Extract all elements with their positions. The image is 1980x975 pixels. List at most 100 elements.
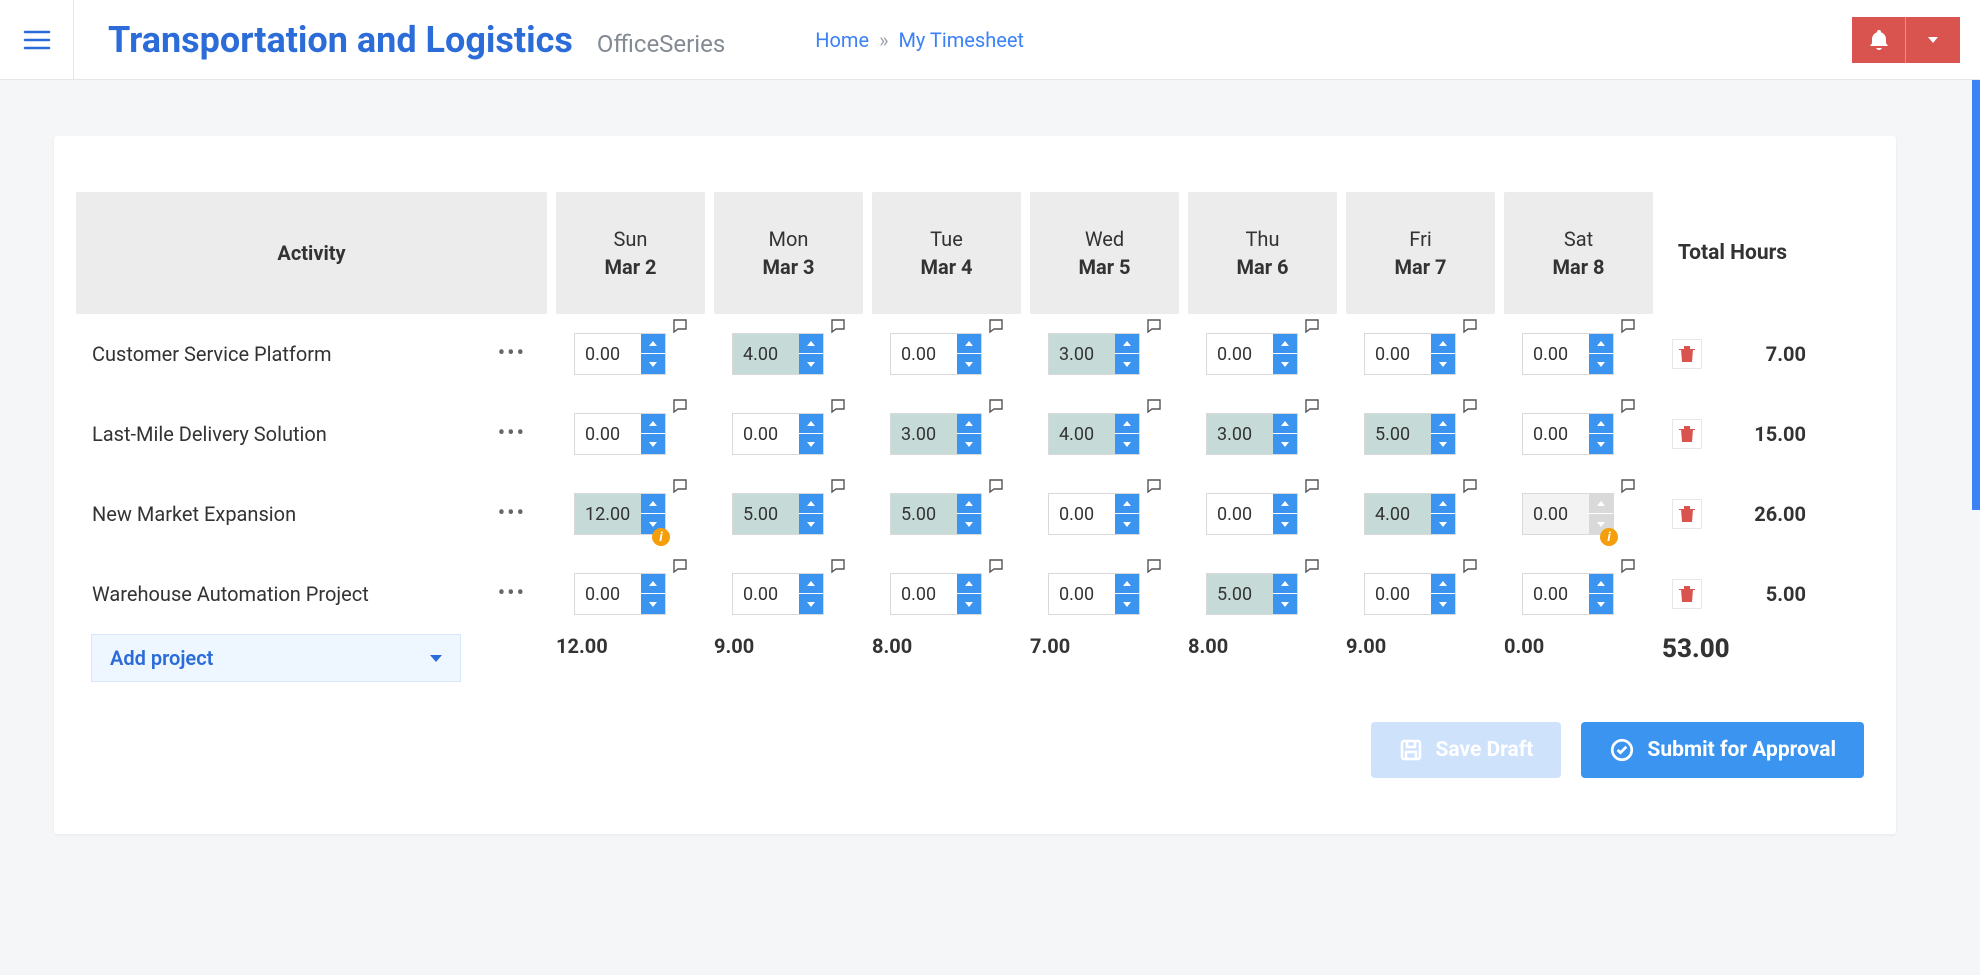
spin-down-button[interactable]: [641, 594, 665, 614]
spin-down-button[interactable]: [1115, 514, 1139, 534]
hour-input[interactable]: 3.00: [1048, 333, 1140, 375]
note-icon[interactable]: [1462, 558, 1480, 576]
note-icon[interactable]: [988, 398, 1006, 416]
note-icon[interactable]: [672, 478, 690, 496]
note-icon[interactable]: [672, 318, 690, 336]
hour-input[interactable]: 4.00: [732, 333, 824, 375]
hour-input[interactable]: 0.00: [1048, 573, 1140, 615]
spin-up-button[interactable]: [799, 414, 823, 434]
spin-up-button[interactable]: [799, 494, 823, 514]
note-icon[interactable]: [1146, 558, 1164, 576]
hour-input[interactable]: 3.00: [1206, 413, 1298, 455]
spin-up-button[interactable]: [957, 414, 981, 434]
spin-down-button[interactable]: [799, 514, 823, 534]
hour-input[interactable]: 4.00: [1048, 413, 1140, 455]
spin-down-button[interactable]: [1273, 514, 1297, 534]
breadcrumb-current[interactable]: My Timesheet: [898, 28, 1024, 52]
note-icon[interactable]: [672, 398, 690, 416]
note-icon[interactable]: [1462, 398, 1480, 416]
note-icon[interactable]: [672, 558, 690, 576]
spin-up-button[interactable]: [1589, 414, 1613, 434]
spin-down-button[interactable]: [799, 434, 823, 454]
spin-down-button[interactable]: [1115, 354, 1139, 374]
note-icon[interactable]: [1146, 398, 1164, 416]
spin-up-button[interactable]: [1589, 494, 1613, 514]
hour-input[interactable]: 0.00: [574, 413, 666, 455]
save-draft-button[interactable]: Save Draft: [1371, 722, 1561, 778]
hour-input[interactable]: 0.00: [1364, 573, 1456, 615]
row-more-button[interactable]: •••: [494, 419, 530, 449]
hour-input[interactable]: 0.00: [890, 573, 982, 615]
add-project-dropdown[interactable]: Add project: [91, 634, 461, 682]
row-more-button[interactable]: •••: [494, 499, 530, 529]
hour-input[interactable]: 0.00: [732, 413, 824, 455]
spin-up-button[interactable]: [1115, 414, 1139, 434]
hour-input[interactable]: 0.00: [1206, 493, 1298, 535]
warning-badge[interactable]: i: [1600, 528, 1618, 546]
hour-input[interactable]: 0.00: [732, 573, 824, 615]
note-icon[interactable]: [1462, 478, 1480, 496]
spin-down-button[interactable]: [1589, 434, 1613, 454]
note-icon[interactable]: [1304, 318, 1322, 336]
spin-up-button[interactable]: [1431, 334, 1455, 354]
hour-input[interactable]: 5.00: [732, 493, 824, 535]
hour-input[interactable]: 5.00: [1206, 573, 1298, 615]
spin-down-button[interactable]: [1431, 594, 1455, 614]
spin-down-button[interactable]: [1115, 434, 1139, 454]
hour-input[interactable]: 0.00: [1206, 333, 1298, 375]
note-icon[interactable]: [988, 558, 1006, 576]
spin-up-button[interactable]: [1273, 494, 1297, 514]
spin-up-button[interactable]: [1589, 574, 1613, 594]
delete-row-button[interactable]: [1672, 419, 1702, 449]
note-icon[interactable]: [1146, 318, 1164, 336]
menu-button[interactable]: [0, 0, 74, 80]
warning-badge[interactable]: i: [652, 528, 670, 546]
hour-input[interactable]: 12.00: [574, 493, 666, 535]
hour-input[interactable]: 0.00: [890, 333, 982, 375]
hour-input[interactable]: 0.00: [1364, 333, 1456, 375]
spin-up-button[interactable]: [641, 574, 665, 594]
spin-up-button[interactable]: [641, 414, 665, 434]
spin-up-button[interactable]: [1273, 574, 1297, 594]
note-icon[interactable]: [830, 318, 848, 336]
spin-down-button[interactable]: [1431, 514, 1455, 534]
hour-input[interactable]: 0.00: [1522, 413, 1614, 455]
note-icon[interactable]: [1462, 318, 1480, 336]
note-icon[interactable]: [1304, 558, 1322, 576]
spin-down-button[interactable]: [799, 354, 823, 374]
note-icon[interactable]: [830, 398, 848, 416]
hour-input[interactable]: 5.00: [1364, 413, 1456, 455]
spin-down-button[interactable]: [957, 434, 981, 454]
spin-up-button[interactable]: [1273, 414, 1297, 434]
spin-up-button[interactable]: [799, 334, 823, 354]
spin-up-button[interactable]: [1115, 334, 1139, 354]
spin-up-button[interactable]: [641, 494, 665, 514]
spin-up-button[interactable]: [1273, 334, 1297, 354]
spin-down-button[interactable]: [957, 594, 981, 614]
alert-bell-button[interactable]: [1852, 17, 1906, 63]
spin-up-button[interactable]: [1431, 574, 1455, 594]
spin-down-button[interactable]: [1589, 354, 1613, 374]
note-icon[interactable]: [830, 558, 848, 576]
spin-down-button[interactable]: [1431, 354, 1455, 374]
note-icon[interactable]: [988, 478, 1006, 496]
breadcrumb-home[interactable]: Home: [815, 28, 869, 52]
hour-input[interactable]: 4.00: [1364, 493, 1456, 535]
spin-down-button[interactable]: [957, 354, 981, 374]
spin-up-button[interactable]: [1431, 494, 1455, 514]
note-icon[interactable]: [1620, 318, 1638, 336]
spin-up-button[interactable]: [799, 574, 823, 594]
spin-up-button[interactable]: [957, 494, 981, 514]
hour-input[interactable]: 0.00: [574, 333, 666, 375]
note-icon[interactable]: [1620, 398, 1638, 416]
row-more-button[interactable]: •••: [494, 579, 530, 609]
submit-button[interactable]: Submit for Approval: [1581, 722, 1864, 778]
delete-row-button[interactable]: [1672, 499, 1702, 529]
spin-down-button[interactable]: [1115, 594, 1139, 614]
spin-down-button[interactable]: [1273, 594, 1297, 614]
spin-down-button[interactable]: [799, 594, 823, 614]
spin-down-button[interactable]: [1273, 434, 1297, 454]
spin-down-button[interactable]: [641, 354, 665, 374]
delete-row-button[interactable]: [1672, 579, 1702, 609]
spin-up-button[interactable]: [957, 574, 981, 594]
